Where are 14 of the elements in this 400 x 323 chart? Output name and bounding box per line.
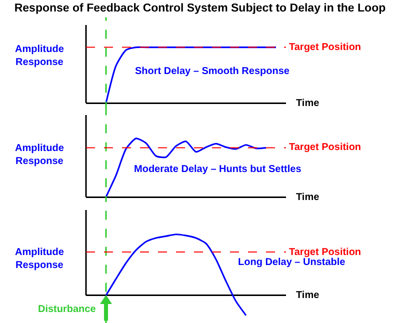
ref-line-label: Target Position <box>289 142 362 153</box>
chart-title: Response of Feedback Control System Subject to Delay in the Loop <box>14 2 386 14</box>
x-axis-title: Time <box>296 98 320 109</box>
annotation: Long Delay – Unstable <box>238 257 346 268</box>
x-axis-title: Time <box>296 290 320 301</box>
ref-line-label: Target Position <box>289 247 362 258</box>
annotation: Moderate Delay – Hunts but Settles <box>134 164 302 175</box>
annotation: Disturbance <box>38 304 96 315</box>
y-axis-title: Amplitude Response <box>15 247 64 271</box>
y-axis-title: Amplitude Response <box>15 143 64 167</box>
ref-line-label: Target Position <box>289 42 362 53</box>
x-axis-title: Time <box>296 192 320 203</box>
y-axis-title: Amplitude Response <box>15 44 64 68</box>
annotation: Short Delay – Smooth Response <box>135 66 290 77</box>
